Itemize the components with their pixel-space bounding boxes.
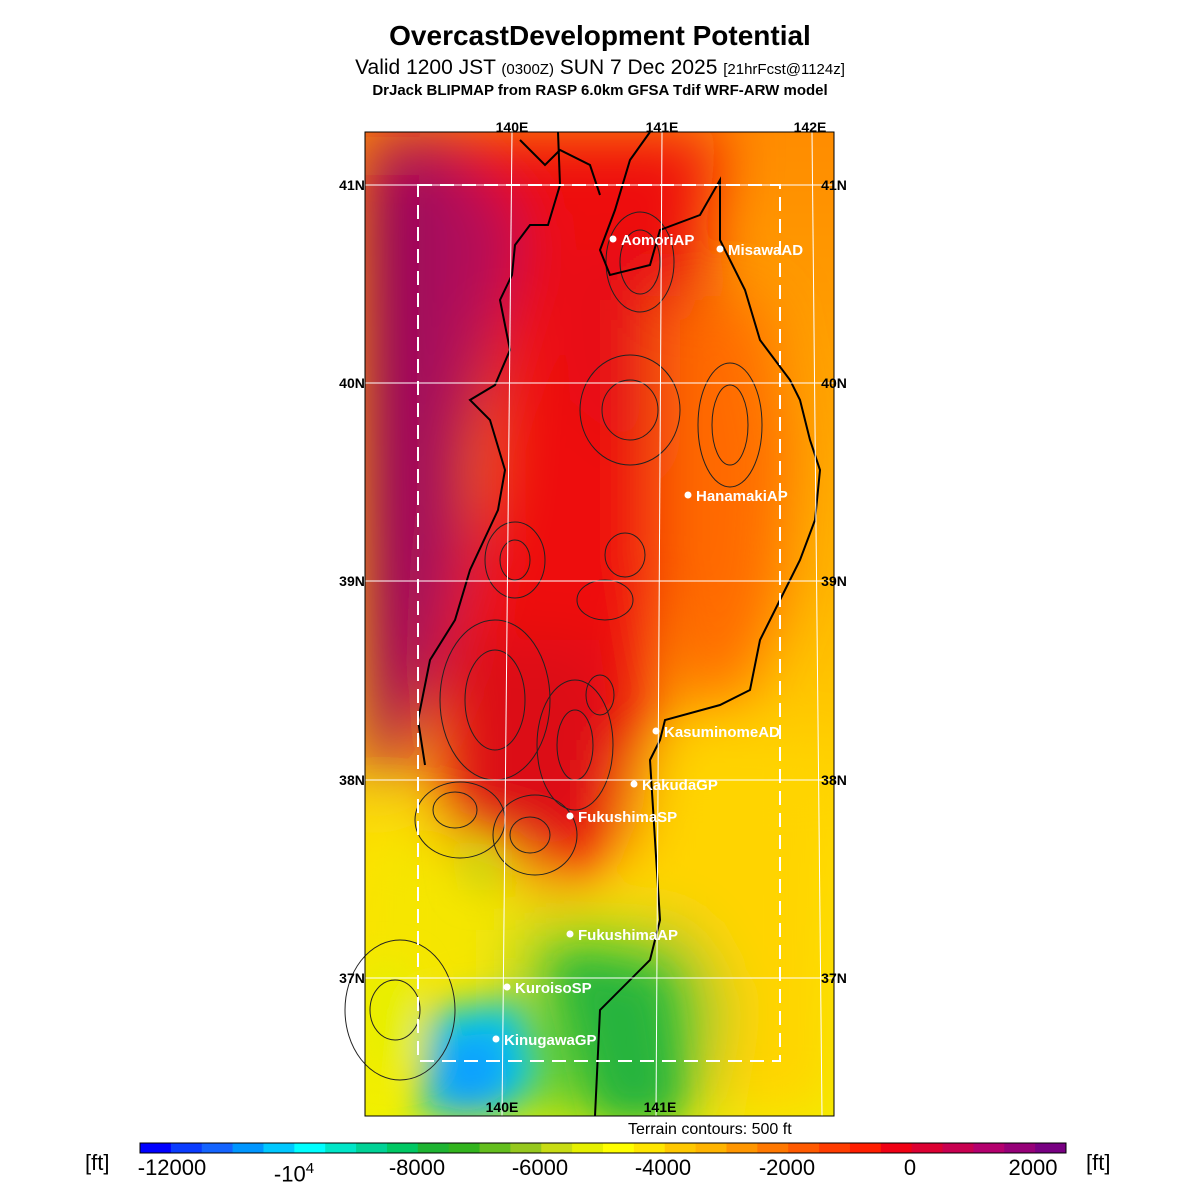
colorbar — [139, 1142, 1067, 1154]
lat-label-left: 39N — [339, 573, 365, 589]
colorbar-unit-right: [ft] — [1086, 1150, 1111, 1175]
colorbar-swatch — [664, 1143, 697, 1153]
valid-time-line: Valid 1200 JST (0300Z) SUN 7 Dec 2025 [2… — [0, 56, 1200, 80]
station-marker — [630, 780, 638, 788]
colorbar-swatch — [757, 1143, 789, 1153]
station-label: FukushimaAP — [578, 927, 678, 944]
colorbar-tick-label: -104 — [273, 1160, 315, 1187]
lon-label-bottom: 141E — [644, 1099, 677, 1115]
colorbar-swatch — [386, 1143, 419, 1153]
valid-prefix: Valid 1200 JST — [355, 56, 496, 79]
colorbar-tick-label: -6000 — [511, 1155, 569, 1180]
station-marker — [652, 727, 660, 735]
colorbar-swatch — [232, 1143, 264, 1153]
lon-label-top: 141E — [646, 119, 679, 135]
colorbar-swatch — [263, 1143, 295, 1153]
colorbar-unit-left: [ft] — [85, 1150, 110, 1175]
colorbar-swatch — [356, 1143, 388, 1153]
terrain-contours — [344, 211, 763, 1081]
colorbar-swatch — [633, 1143, 666, 1153]
colorbar-tick-exponent: 4 — [305, 1160, 315, 1177]
station-layer: AomoriAP MisawaAD HanamakiAP KasuminomeAD Ka… — [492, 232, 803, 1049]
lon-label-top: 140E — [496, 119, 529, 135]
station-label: KakudaGP — [642, 777, 718, 794]
lat-label-left: 37N — [339, 970, 365, 986]
colorbar-swatch — [973, 1143, 1005, 1153]
station-marker — [609, 235, 617, 243]
colorbar-tick-label: -12000 — [137, 1155, 207, 1180]
colorbar-swatch — [479, 1143, 511, 1153]
colorbar-swatch — [510, 1143, 542, 1153]
station-label: HanamakiAP — [696, 488, 788, 505]
colorbar-swatch — [448, 1143, 481, 1153]
map-frame — [364, 131, 835, 1117]
colorbar-swatch — [170, 1143, 203, 1153]
grid-labels: 140E 141E 142E 140E 141E 41N 40N 39N 38N 37N 41N 40… — [339, 119, 847, 1115]
colorbar-swatch — [1035, 1143, 1067, 1153]
colorbar-swatch — [294, 1143, 326, 1153]
colorbar-swatch — [819, 1143, 851, 1153]
station-marker — [492, 1035, 500, 1043]
field-shading — [365, 132, 834, 1116]
station-label: KinugawaGP — [504, 1032, 597, 1049]
colorbar-tick-label: -8000 — [388, 1155, 446, 1180]
station-label: AomoriAP — [621, 232, 694, 249]
colorbar-frame — [139, 1142, 1067, 1154]
colorbar-swatch — [695, 1143, 727, 1153]
station-label: MisawaAD — [728, 242, 803, 259]
station-marker — [503, 983, 511, 991]
station-marker — [566, 930, 574, 938]
colorbar-swatch — [911, 1143, 944, 1153]
station-marker — [684, 491, 692, 499]
valid-zulu: (0300Z) — [501, 61, 554, 78]
lat-label-right: 41N — [821, 177, 847, 193]
station-label: KuroisoSP — [515, 980, 592, 997]
colorbar-swatch — [1004, 1143, 1036, 1153]
lat-label-left: 41N — [339, 177, 365, 193]
station-marker — [566, 812, 574, 820]
colorbar-swatch — [880, 1143, 913, 1153]
colorbar-swatch — [417, 1143, 450, 1153]
station-label: FukushimaSP — [578, 809, 677, 826]
subdomain-box — [417, 184, 781, 1062]
colorbar-swatch — [726, 1143, 758, 1153]
lon-label-top: 142E — [794, 119, 827, 135]
colorbar-swatch — [140, 1143, 172, 1153]
forecast-info: [21hrFcst@1124z] — [723, 61, 845, 78]
model-line: DrJack BLIPMAP from RASP 6.0km GFSA Tdif… — [372, 82, 828, 99]
colorbar-swatch — [849, 1143, 882, 1153]
lat-label-right: 39N — [821, 573, 847, 589]
colorbar-swatch — [541, 1143, 573, 1153]
colorbar-tick-label: 0 — [903, 1155, 917, 1180]
colorbar-swatch — [942, 1143, 974, 1153]
valid-date: SUN 7 Dec 2025 — [559, 56, 718, 79]
station-label: KasuminomeAD — [664, 724, 780, 741]
colorbar-swatch — [788, 1143, 820, 1153]
map-title: OvercastDevelopment Potential — [389, 20, 811, 51]
colorbar-tick-label: -2000 — [758, 1155, 816, 1180]
colorbar-swatch — [325, 1143, 357, 1153]
colorbar-swatch — [603, 1143, 635, 1153]
colorbar-swatch — [572, 1143, 604, 1153]
lon-label-bottom: 140E — [486, 1099, 519, 1115]
lat-label-right: 37N — [821, 970, 847, 986]
colorbar-tick-label: 2000 — [1008, 1155, 1058, 1180]
lat-label-left: 38N — [339, 772, 365, 788]
terrain-note: Terrain contours: 500 ft — [628, 1121, 792, 1138]
lat-label-right: 38N — [821, 772, 847, 788]
lat-label-left: 40N — [339, 375, 365, 391]
lat-label-right: 40N — [821, 375, 847, 391]
station-marker — [716, 245, 724, 253]
colorbar-tick-label: -4000 — [634, 1155, 692, 1180]
colorbar-swatch — [201, 1143, 234, 1153]
